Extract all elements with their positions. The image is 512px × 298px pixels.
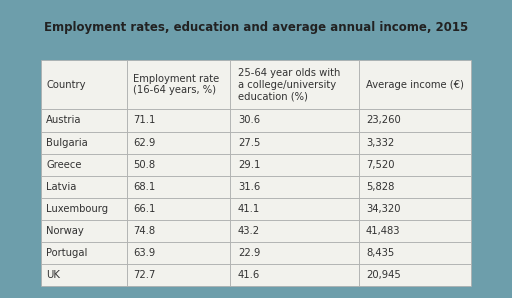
Text: Employment rates, education and average annual income, 2015: Employment rates, education and average … [44, 21, 468, 34]
